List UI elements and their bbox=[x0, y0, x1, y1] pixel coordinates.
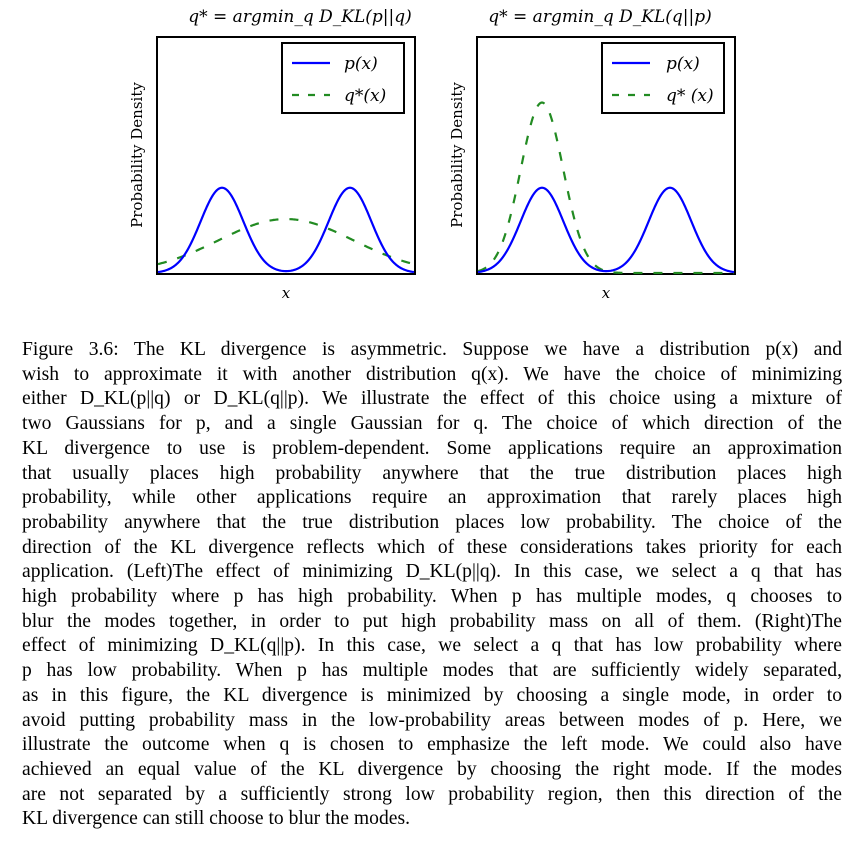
left-legend: p(x) q*(x) bbox=[281, 42, 405, 114]
right-legend-label-q: q* (x) bbox=[666, 86, 714, 106]
left-y-axis-label: Probability Density bbox=[128, 82, 146, 228]
left-legend-box bbox=[281, 42, 405, 114]
left-chart: q* = argmin_q D_KL(p||q) Probability Den… bbox=[120, 0, 420, 302]
left-plot-frame bbox=[156, 36, 416, 275]
left-series-group bbox=[157, 186, 415, 274]
right-y-axis-label: Probability Density bbox=[448, 82, 466, 228]
left-q-star-curve bbox=[157, 217, 415, 266]
right-legend: p(x) q* (x) bbox=[601, 42, 725, 114]
right-chart: q* = argmin_q D_KL(q||p) Probability Den… bbox=[440, 0, 740, 302]
caption-line: direction of the KL divergence reflects … bbox=[22, 536, 842, 558]
right-p-curve bbox=[477, 186, 735, 274]
right-plot-frame bbox=[476, 36, 736, 275]
caption-line: application. (Left)The effect of minimiz… bbox=[22, 561, 842, 583]
caption-line: illustrate the outcome when q is chosen … bbox=[22, 734, 842, 756]
caption-line: achieved an equal value of the KL diverg… bbox=[22, 758, 842, 780]
caption-line: that usually places high probability any… bbox=[22, 462, 842, 484]
left-p-curve bbox=[157, 186, 415, 274]
caption-line: Figure 3.6: The KL divergence is asymmet… bbox=[22, 339, 842, 360]
caption-line: probability anywhere that the true distr… bbox=[22, 511, 842, 533]
caption-line: wish to approximate it with another dist… bbox=[22, 363, 842, 385]
caption-line: blur the modes together, in order to put… bbox=[22, 610, 842, 632]
figure-caption: Figure 3.6: The KL divergence is asymmet… bbox=[22, 338, 842, 832]
caption-line: two Gaussians for p, and a single Gaussi… bbox=[22, 413, 842, 435]
left-chart-svg: q* = argmin_q D_KL(p||q) Probability Den… bbox=[128, 7, 416, 302]
left-legend-label-q: q*(x) bbox=[344, 86, 386, 106]
caption-line: either D_KL(p||q) or D_KL(q||p). We illu… bbox=[22, 388, 842, 410]
right-series-group bbox=[477, 101, 735, 275]
right-chart-svg: q* = argmin_q D_KL(q||p) Probability Den… bbox=[448, 7, 736, 302]
caption-line: probability, while other applications re… bbox=[22, 487, 842, 509]
caption-line: KL divergence to use is problem-dependen… bbox=[22, 437, 842, 459]
left-chart-title: q* = argmin_q D_KL(p||q) bbox=[188, 7, 411, 27]
right-x-axis-label: x bbox=[602, 284, 611, 300]
caption-line: avoid putting probability mass in the lo… bbox=[22, 709, 842, 731]
caption-line: are not separated by a sufficiently stro… bbox=[22, 783, 842, 805]
right-legend-label-p: p(x) bbox=[666, 54, 700, 74]
right-chart-title: q* = argmin_q D_KL(q||p) bbox=[488, 7, 711, 27]
caption-line: high probability where p has high probab… bbox=[22, 586, 842, 608]
caption-line: effect of minimizing D_KL(q||p). In this… bbox=[22, 635, 842, 657]
right-q-star-curve bbox=[477, 101, 734, 275]
left-legend-label-p: p(x) bbox=[344, 54, 378, 74]
caption-line: KL divergence can still choose to blur t… bbox=[22, 808, 410, 830]
caption-line: p has low probability. When p has multip… bbox=[22, 660, 842, 682]
caption-line: as in this figure, the KL divergence is … bbox=[22, 684, 842, 706]
left-x-axis-label: x bbox=[282, 284, 291, 300]
right-legend-box bbox=[601, 42, 725, 114]
